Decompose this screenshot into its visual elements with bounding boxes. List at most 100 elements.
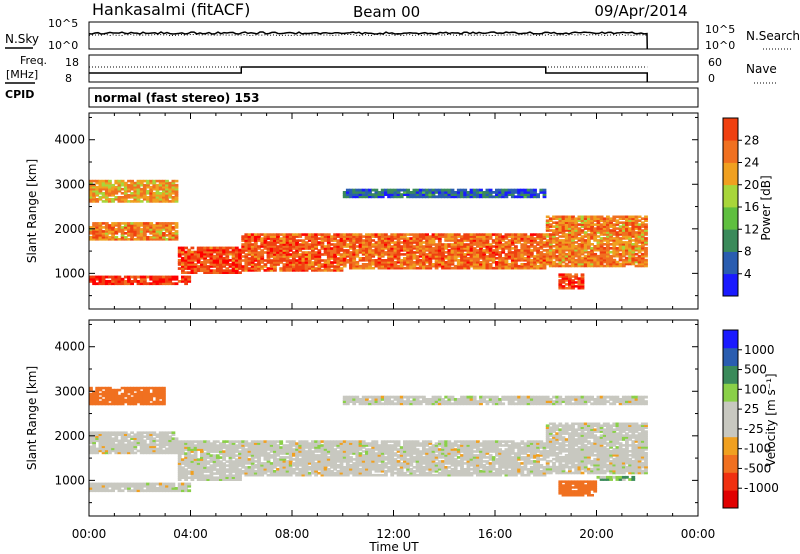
heatmap-cell [117,230,122,233]
heatmap-cell [95,230,100,233]
heatmap-cell [257,247,261,250]
heatmap-cell [95,433,100,436]
heatmap-cell [114,449,119,453]
heatmap-cell [412,255,417,258]
heatmap-cell [139,433,144,436]
heatmap-cell [244,442,249,445]
heatmap-cell [139,441,144,445]
heatmap-cell [580,285,585,288]
heatmap-cell [488,257,493,260]
heatmap-cell [349,235,353,238]
heatmap-cell [536,259,540,262]
heatmap-cell [101,200,106,203]
heatmap-cell [612,241,617,244]
heatmap-cell [187,466,192,469]
heatmap-cell [333,460,337,463]
heatmap-cell [479,264,483,268]
heatmap-cell [285,444,290,447]
heatmap-cell [89,439,93,443]
heatmap-cell [133,192,138,195]
heatmap-cell [238,271,242,274]
heatmap-cell [266,269,271,272]
heatmap-cell [634,221,639,224]
heatmap-cell [158,275,163,279]
heatmap-cell [241,460,246,463]
heatmap-cell [609,217,613,220]
heatmap-cell [317,269,322,272]
heatmap-cell [200,456,204,459]
heatmap-cell [587,250,591,254]
heatmap-cell [193,472,198,475]
heatmap-cell [136,198,141,201]
heatmap-cell [345,456,350,459]
heatmap-cell [390,264,395,268]
heatmap-cell [390,188,395,192]
heatmap-cell [352,255,357,258]
heatmap-cell [349,241,353,244]
heatmap-cell [403,235,407,238]
heatmap-cell [463,191,468,194]
heatmap-cell [545,243,550,246]
heatmap-cell [450,257,455,260]
heatmap-cell [193,440,198,443]
heatmap-cell [168,232,173,235]
heatmap-cell [568,231,572,234]
heatmap-cell [409,259,414,262]
heatmap-cell [393,233,398,236]
heatmap-cell [561,221,566,224]
heatmap-cell [396,195,401,199]
heatmap-cell [250,448,255,451]
heatmap-cell [409,191,414,194]
heatmap-cell [203,246,207,250]
heatmap-cell [336,440,341,443]
heatmap-cell [409,241,414,244]
heatmap-cell [406,193,410,196]
heatmap-cell [108,181,112,185]
heatmap-cell [450,247,455,250]
heatmap-cell [307,458,312,461]
heatmap-cell [644,239,648,242]
heatmap-cell [193,474,198,477]
heatmap-cell [244,237,249,240]
heatmap-cell [577,277,582,280]
heatmap-cell [361,235,366,238]
heatmap-cell [330,243,334,246]
heatmap-cell [514,188,518,192]
heatmap-cell [428,237,433,240]
heatmap-cell [472,263,477,266]
heatmap-cell [349,247,353,250]
heatmap-cell [317,253,322,256]
heatmap-cell [162,200,166,203]
heatmap-cell [529,245,534,248]
heatmap-cell [542,253,547,256]
heatmap-cell [403,237,407,240]
heatmap-cell [231,450,236,453]
heatmap-cell [482,237,487,240]
heatmap-cell [590,219,594,222]
heatmap-cell [355,454,360,457]
heatmap-cell [269,237,274,240]
heatmap-cell [412,251,417,254]
heatmap-cell [120,234,125,237]
heatmap-cell [431,191,436,194]
heatmap-cell [139,179,144,183]
heatmap-cell [482,239,487,242]
heatmap-cell [123,451,128,455]
heatmap-cell [463,257,468,260]
heatmap-cell [529,253,534,256]
heatmap-cell [342,440,347,443]
heatmap-cell [200,248,204,252]
heatmap-cell [215,252,220,256]
heatmap-cell [304,251,309,254]
heatmap-cell [456,235,461,238]
heatmap-cell [190,444,195,447]
heatmap-cell [634,247,639,250]
heatmap-cell [98,433,103,436]
heatmap-cell [311,444,315,447]
heatmap-cell [371,251,376,254]
heatmap-cell [542,241,547,244]
heatmap-cell [352,470,357,473]
heatmap-cell [253,257,258,260]
heatmap-cell [602,247,607,250]
heatmap-cell [155,222,160,225]
